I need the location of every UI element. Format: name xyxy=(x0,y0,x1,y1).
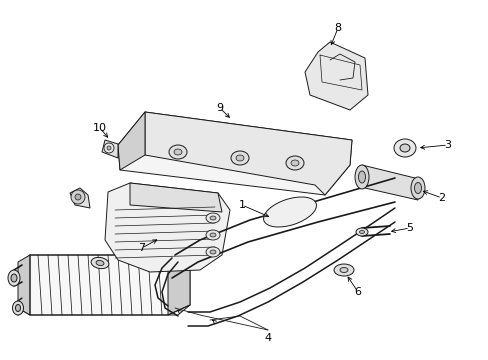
Ellipse shape xyxy=(96,260,104,266)
Text: 2: 2 xyxy=(438,193,445,203)
Ellipse shape xyxy=(354,165,368,189)
Polygon shape xyxy=(70,188,90,208)
Polygon shape xyxy=(105,183,229,272)
Text: 9: 9 xyxy=(216,103,223,113)
Text: 6: 6 xyxy=(354,287,361,297)
Ellipse shape xyxy=(285,156,304,170)
Ellipse shape xyxy=(290,160,298,166)
Polygon shape xyxy=(18,255,30,315)
Polygon shape xyxy=(168,255,190,315)
Ellipse shape xyxy=(339,267,347,273)
Ellipse shape xyxy=(13,301,23,315)
Circle shape xyxy=(71,190,85,204)
Ellipse shape xyxy=(358,171,365,183)
Text: 4: 4 xyxy=(264,333,271,343)
Ellipse shape xyxy=(205,247,220,257)
Polygon shape xyxy=(18,255,190,315)
Text: 1: 1 xyxy=(238,200,245,210)
Ellipse shape xyxy=(393,139,415,157)
Ellipse shape xyxy=(410,177,424,199)
Polygon shape xyxy=(118,112,145,170)
Text: 8: 8 xyxy=(334,23,341,33)
Ellipse shape xyxy=(414,183,421,194)
Text: 5: 5 xyxy=(406,223,413,233)
Ellipse shape xyxy=(107,146,111,150)
Ellipse shape xyxy=(399,144,409,152)
Ellipse shape xyxy=(91,257,109,269)
Polygon shape xyxy=(102,140,118,158)
Ellipse shape xyxy=(209,233,216,237)
Ellipse shape xyxy=(236,155,244,161)
Ellipse shape xyxy=(205,230,220,240)
Polygon shape xyxy=(361,165,417,200)
Polygon shape xyxy=(118,112,351,195)
Ellipse shape xyxy=(209,216,216,220)
Ellipse shape xyxy=(355,228,367,236)
Polygon shape xyxy=(305,42,367,110)
Ellipse shape xyxy=(209,250,216,254)
Ellipse shape xyxy=(16,305,20,311)
Ellipse shape xyxy=(359,230,364,234)
Text: 3: 3 xyxy=(444,140,450,150)
Ellipse shape xyxy=(333,264,353,276)
Ellipse shape xyxy=(230,151,248,165)
Ellipse shape xyxy=(263,197,316,227)
Ellipse shape xyxy=(174,149,182,155)
Ellipse shape xyxy=(205,213,220,223)
Ellipse shape xyxy=(8,270,20,286)
Polygon shape xyxy=(145,112,351,195)
Ellipse shape xyxy=(11,274,17,282)
Text: 7: 7 xyxy=(138,243,145,253)
Ellipse shape xyxy=(104,143,114,153)
Ellipse shape xyxy=(169,145,186,159)
Polygon shape xyxy=(130,183,222,212)
Circle shape xyxy=(75,194,81,200)
Text: 10: 10 xyxy=(93,123,107,133)
